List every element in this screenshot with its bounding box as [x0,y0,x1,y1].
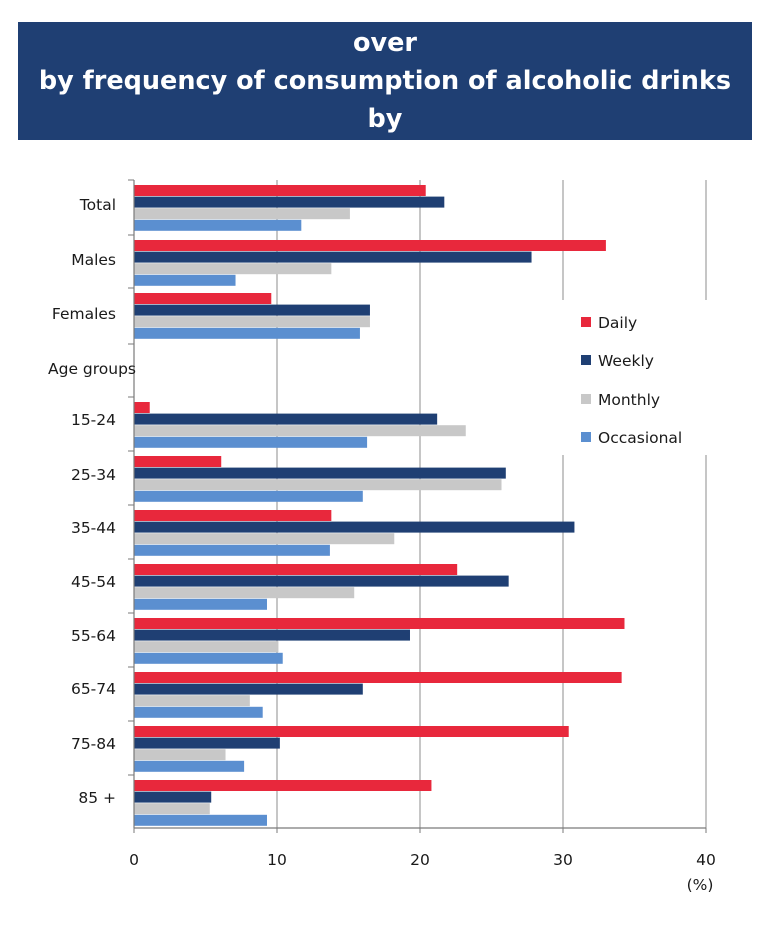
bar-weekly-65-74 [134,683,363,695]
category-label-35-44: 35-44 [71,519,116,537]
bar-occasional-females [134,327,360,339]
category-label-45-54: 45-54 [71,573,116,591]
chart-title: Figure 9. Proportion of population aged … [38,0,732,172]
legend-label-occasional: Occasional [598,429,682,447]
bar-weekly-25-34 [134,467,506,479]
bar-weekly-55-64 [134,629,410,641]
legend-label-weekly: Weekly [598,352,654,370]
bar-occasional-65-74 [134,706,263,718]
bar-monthly-25-34 [134,479,502,491]
bar-weekly-males [134,251,532,263]
bar-occasional-75-84 [134,760,245,772]
bar-occasional-45-54 [134,598,267,610]
bar-monthly-15-24 [134,425,466,437]
category-label-85: 85 + [78,789,116,807]
bar-monthly-45-54 [134,587,355,599]
bar-monthly-85 [134,803,210,815]
category-label-females: Females [52,305,116,323]
bar-monthly-total [134,208,350,220]
bar-daily-55-64 [134,618,625,629]
category-label-75-84: 75-84 [71,735,116,753]
bar-weekly-45-54 [134,575,509,587]
bar-occasional-total [134,219,302,231]
x-tick-label-10: 10 [267,851,287,869]
bar-monthly-55-64 [134,641,279,653]
category-label-55-64: 55-64 [71,627,116,645]
bar-weekly-85 [134,791,212,803]
legend-swatch-occasional [581,432,591,442]
category-label-total: Total [79,196,116,214]
x-tick-label-30: 30 [553,851,573,869]
bar-occasional-35-44 [134,544,330,556]
bar-occasional-85 [134,814,267,826]
category-label-25-34: 25-34 [71,466,116,484]
bar-weekly-15-24 [134,413,438,425]
bar-daily-15-24 [134,402,150,413]
bar-daily-males [134,240,606,251]
x-tick-label-0: 0 [129,851,139,869]
legend-label-daily: Daily [598,314,637,332]
bar-daily-45-54 [134,564,458,575]
bar-daily-65-74 [134,672,622,683]
category-label-15-24: 15-24 [71,411,116,429]
bar-monthly-75-84 [134,749,226,761]
bar-daily-total [134,185,426,196]
bar-weekly-75-84 [134,737,280,749]
x-axis-label: (%) [687,876,714,894]
bar-daily-85 [134,780,432,791]
bar-monthly-35-44 [134,533,395,545]
category-label-65-74: 65-74 [71,680,116,698]
bar-daily-25-34 [134,456,222,467]
legend-swatch-daily [581,317,591,327]
chart-title-banner: Figure 9. Proportion of population aged … [18,0,752,172]
legend-label-monthly: Monthly [598,391,660,409]
bar-occasional-15-24 [134,436,368,448]
bar-monthly-females [134,316,370,328]
bar-daily-75-84 [134,726,569,737]
legend-swatch-monthly [581,394,591,404]
bar-occasional-males [134,274,236,286]
bar-occasional-55-64 [134,652,283,664]
category-label-males: Males [71,251,116,269]
bar-monthly-males [134,263,332,275]
bar-weekly-total [134,196,445,208]
bar-daily-35-44 [134,510,332,521]
x-tick-label-40: 40 [696,851,716,869]
section-label-age-groups: Age groups [48,360,136,378]
bar-occasional-25-34 [134,490,363,502]
legend-swatch-weekly [581,355,591,365]
x-tick-label-20: 20 [410,851,430,869]
bar-monthly-65-74 [134,695,250,707]
bar-daily-females [134,293,272,304]
bar-weekly-females [134,304,370,316]
bar-weekly-35-44 [134,521,575,533]
